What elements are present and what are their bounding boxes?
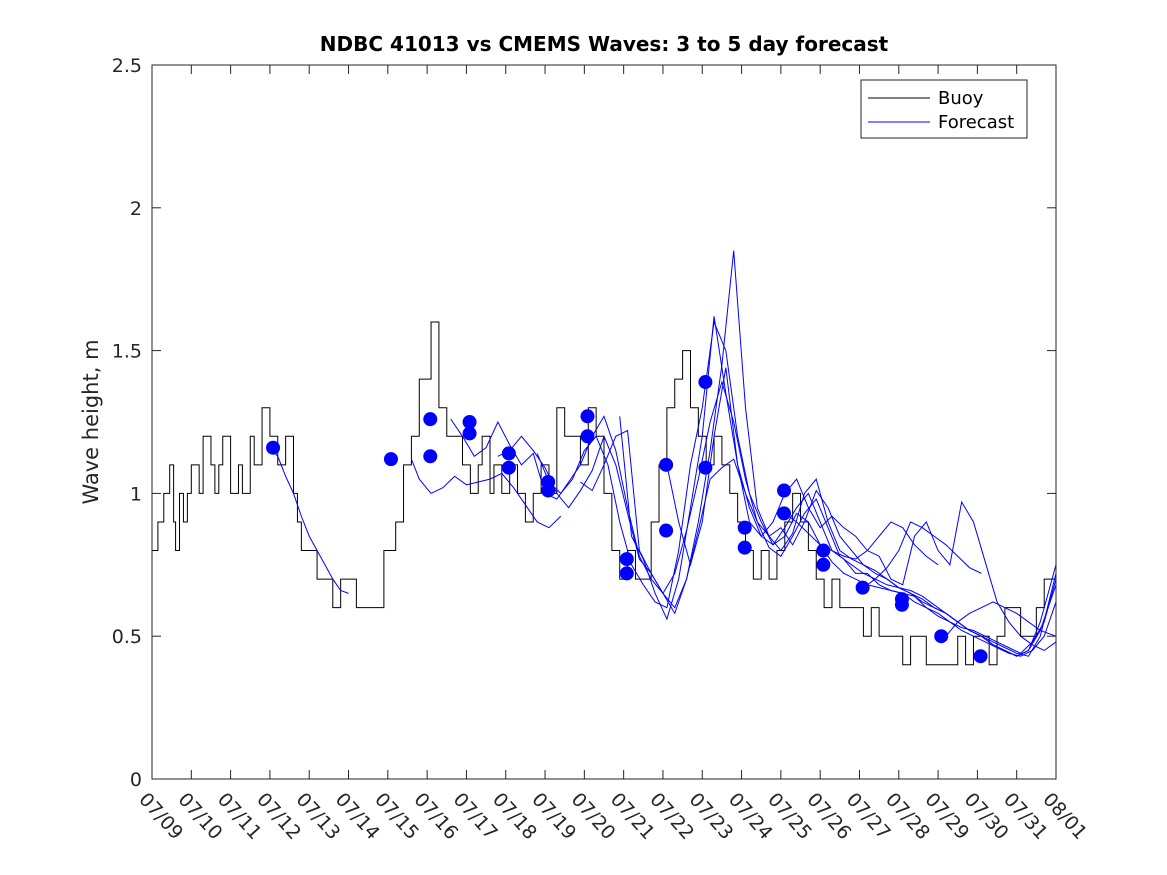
plot-area — [152, 65, 1056, 779]
legend-box — [860, 79, 1028, 139]
forecast-point — [462, 426, 477, 441]
forecast-point — [973, 649, 988, 664]
chart-title: NDBC 41013 vs CMEMS Waves: 3 to 5 day fo… — [320, 32, 889, 56]
forecast-line — [269, 447, 349, 594]
forecast-point — [934, 629, 949, 644]
forecast-point — [580, 409, 595, 424]
forecast-point — [659, 457, 674, 472]
forecast-point — [423, 449, 438, 464]
forecast-point — [580, 429, 595, 444]
y-tick-label: 2.5 — [112, 55, 142, 77]
legend-buoy-label: Buoy — [938, 88, 984, 109]
y-tick-label: 1.5 — [112, 341, 142, 363]
forecast-line — [945, 601, 1057, 637]
buoy-series — [152, 321, 1057, 666]
forecast-line — [580, 250, 1057, 657]
forecast-point — [619, 552, 634, 567]
forecast-point — [737, 540, 752, 555]
forecast-point — [462, 415, 477, 429]
buoy-line — [152, 321, 1057, 666]
forecast-point — [894, 597, 909, 612]
forecast-point — [777, 506, 792, 521]
forecast-point — [816, 543, 831, 558]
forecast-point — [423, 412, 438, 427]
y-tick-label: 0.5 — [112, 626, 142, 648]
forecast-series — [269, 250, 1057, 657]
forecast-line — [410, 458, 562, 529]
forecast-point — [383, 452, 398, 467]
y-tick-label: 0 — [130, 769, 142, 791]
forecast-point — [816, 557, 831, 572]
forecast-point — [501, 460, 516, 475]
forecast-point — [698, 460, 713, 475]
forecast-point — [698, 375, 713, 390]
forecast-line — [536, 320, 1057, 654]
forecast-point — [619, 566, 634, 581]
forecast-line — [863, 521, 982, 589]
forecast-points — [266, 375, 988, 664]
axes-box — [151, 64, 1057, 780]
forecast-line — [784, 512, 939, 566]
forecast-point — [659, 523, 674, 538]
forecast-point — [855, 580, 870, 595]
forecast-point — [737, 520, 752, 535]
forecast-point — [777, 483, 792, 498]
legend-forecast-label: Forecast — [938, 112, 1014, 133]
forecast-line — [619, 316, 1057, 652]
y-tick-label: 2 — [130, 198, 142, 220]
forecast-point — [266, 440, 281, 455]
legend: Buoy Forecast — [860, 79, 1028, 139]
y-axis-label: Wave height, m — [79, 339, 103, 504]
y-tick-label: 1 — [130, 483, 142, 505]
forecast-point — [501, 446, 516, 461]
forecast-point — [541, 483, 556, 498]
